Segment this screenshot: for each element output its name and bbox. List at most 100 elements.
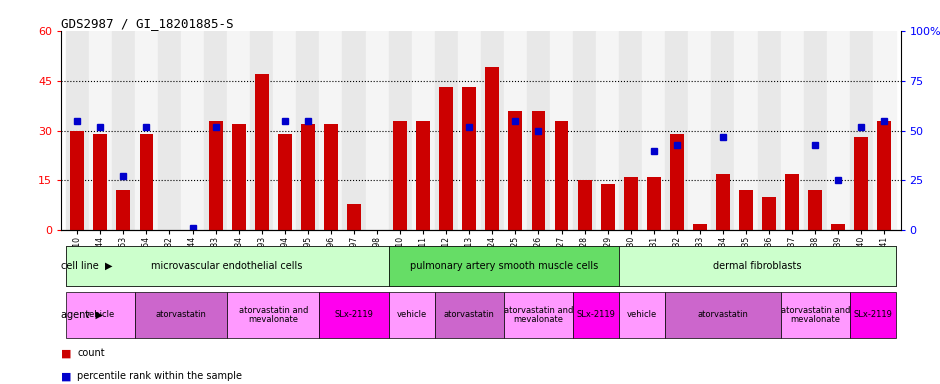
Bar [555, 121, 569, 230]
Text: pulmonary artery smooth muscle cells: pulmonary artery smooth muscle cells [410, 261, 598, 271]
Bar [596, 31, 619, 230]
Bar [854, 137, 869, 230]
FancyBboxPatch shape [666, 292, 780, 338]
Bar [666, 31, 688, 230]
Bar [112, 31, 135, 230]
Bar [509, 111, 523, 230]
Bar [762, 197, 776, 230]
Bar [342, 31, 366, 230]
Text: cell line  ▶: cell line ▶ [61, 261, 113, 271]
Bar [739, 190, 753, 230]
Bar [250, 31, 274, 230]
Bar [347, 204, 361, 230]
Bar [527, 31, 550, 230]
Bar [66, 31, 88, 230]
Bar [181, 31, 204, 230]
Bar [734, 31, 758, 230]
Bar [480, 31, 504, 230]
FancyBboxPatch shape [504, 292, 573, 338]
Text: count: count [77, 348, 104, 358]
Bar [70, 131, 85, 230]
Bar [504, 31, 527, 230]
FancyBboxPatch shape [388, 292, 434, 338]
FancyBboxPatch shape [227, 292, 320, 338]
Text: percentile rank within the sample: percentile rank within the sample [77, 371, 243, 381]
Text: atorvastatin and
mevalonate: atorvastatin and mevalonate [780, 306, 850, 324]
Bar [647, 177, 661, 230]
Bar [439, 87, 453, 230]
Bar [670, 134, 683, 230]
Bar [296, 31, 320, 230]
FancyBboxPatch shape [780, 292, 850, 338]
Bar [320, 31, 342, 230]
FancyBboxPatch shape [66, 292, 135, 338]
Text: atorvastatin: atorvastatin [444, 310, 494, 319]
Bar [619, 31, 642, 230]
Text: GDS2987 / GI_18201885-S: GDS2987 / GI_18201885-S [61, 17, 234, 30]
Bar [826, 31, 850, 230]
Bar [227, 31, 250, 230]
Bar [434, 31, 458, 230]
Bar [716, 174, 729, 230]
FancyBboxPatch shape [850, 292, 896, 338]
Bar [804, 31, 826, 230]
Bar [642, 31, 666, 230]
Bar [877, 121, 891, 230]
Bar [88, 31, 112, 230]
Bar [531, 111, 545, 230]
Bar [278, 134, 291, 230]
Text: agent  ▶: agent ▶ [61, 310, 103, 320]
Text: SLx-2119: SLx-2119 [335, 310, 373, 319]
Bar [780, 31, 804, 230]
Bar [139, 134, 153, 230]
Text: microvascular endothelial cells: microvascular endothelial cells [151, 261, 303, 271]
Bar [274, 31, 296, 230]
Bar [301, 124, 315, 230]
Bar [158, 31, 181, 230]
Bar [366, 31, 388, 230]
Bar [873, 31, 896, 230]
Bar [255, 74, 269, 230]
Bar [578, 180, 591, 230]
Bar [624, 177, 637, 230]
Bar [412, 31, 434, 230]
Bar [458, 31, 481, 230]
Bar [712, 31, 734, 230]
FancyBboxPatch shape [320, 292, 388, 338]
FancyBboxPatch shape [388, 246, 619, 286]
FancyBboxPatch shape [573, 292, 619, 338]
Bar [693, 224, 707, 230]
Text: SLx-2119: SLx-2119 [576, 310, 616, 319]
Bar [550, 31, 573, 230]
Text: ■: ■ [61, 371, 75, 381]
Text: atorvastatin: atorvastatin [697, 310, 748, 319]
Text: vehicle: vehicle [397, 310, 427, 319]
Bar [485, 67, 499, 230]
FancyBboxPatch shape [135, 292, 227, 338]
FancyBboxPatch shape [619, 246, 896, 286]
Text: atorvastatin and
mevalonate: atorvastatin and mevalonate [239, 306, 308, 324]
Bar [388, 31, 412, 230]
Bar [688, 31, 712, 230]
Bar [204, 31, 227, 230]
Bar [601, 184, 615, 230]
Bar [416, 121, 431, 230]
Text: atorvastatin and
mevalonate: atorvastatin and mevalonate [504, 306, 573, 324]
Bar [324, 124, 337, 230]
Bar [831, 224, 845, 230]
Text: vehicle: vehicle [627, 310, 657, 319]
Bar [462, 87, 477, 230]
Text: dermal fibroblasts: dermal fibroblasts [713, 261, 802, 271]
Text: vehicle: vehicle [86, 310, 116, 319]
Bar [808, 190, 822, 230]
FancyBboxPatch shape [434, 292, 504, 338]
Bar [785, 174, 799, 230]
Bar [232, 124, 245, 230]
FancyBboxPatch shape [66, 246, 388, 286]
Text: atorvastatin: atorvastatin [156, 310, 207, 319]
Bar [209, 121, 223, 230]
Bar [758, 31, 780, 230]
Bar [850, 31, 873, 230]
Bar [117, 190, 131, 230]
Bar [135, 31, 158, 230]
